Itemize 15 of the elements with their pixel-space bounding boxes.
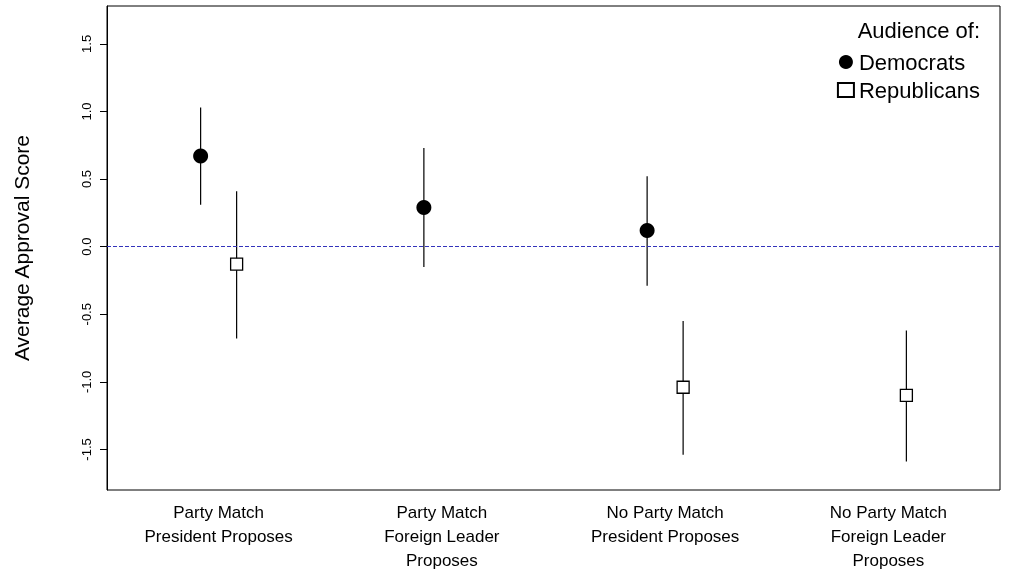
x-tick-label: No Party Match President Proposes	[590, 502, 740, 546]
y-tick-label: -0.5	[79, 303, 94, 326]
y-tick-label: -1.5	[79, 438, 94, 461]
y-tick-label: -1.0	[79, 370, 94, 394]
legend-title: Audience of:	[857, 17, 980, 43]
y-tick-label: 1.5	[79, 34, 94, 53]
x-tick-label: Party Match President Proposes	[144, 502, 293, 546]
y-axis-title: Average Approval Score	[10, 134, 33, 362]
y-tick-label: 1.0	[79, 102, 94, 121]
x-tick-label: Party Match Foreign Leader Proposes	[384, 502, 500, 570]
y-tick-label: 0.5	[79, 170, 94, 189]
legend-label: Republicans	[858, 77, 980, 103]
x-tick-label: No Party Match Foreign Leader Proposes	[829, 502, 947, 570]
y-tick-label: 0.0	[79, 237, 94, 256]
legend-label: Democrats	[858, 49, 966, 75]
